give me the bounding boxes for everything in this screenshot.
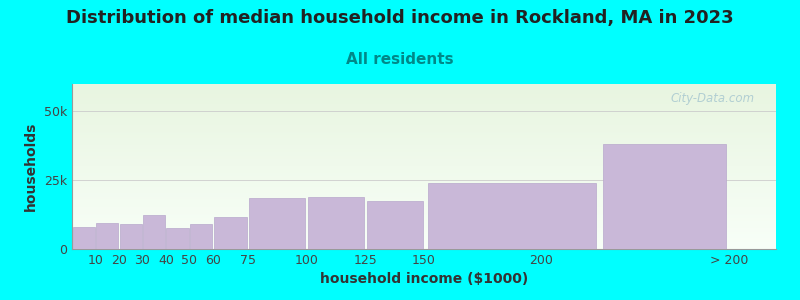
Text: City-Data.com: City-Data.com (670, 92, 755, 105)
Bar (603, 145, 726, 249)
Bar (96, 223, 118, 249)
Bar (250, 198, 306, 249)
X-axis label: household income ($1000): household income ($1000) (320, 272, 528, 286)
Bar (166, 227, 189, 249)
Bar (366, 201, 422, 249)
Bar (429, 183, 595, 249)
Bar (143, 214, 166, 249)
Bar (119, 224, 142, 249)
Bar (73, 227, 95, 249)
Bar (214, 218, 247, 249)
Text: All residents: All residents (346, 52, 454, 68)
Y-axis label: households: households (24, 122, 38, 211)
Bar (308, 197, 364, 249)
Bar (190, 224, 212, 249)
Text: Distribution of median household income in Rockland, MA in 2023: Distribution of median household income … (66, 9, 734, 27)
